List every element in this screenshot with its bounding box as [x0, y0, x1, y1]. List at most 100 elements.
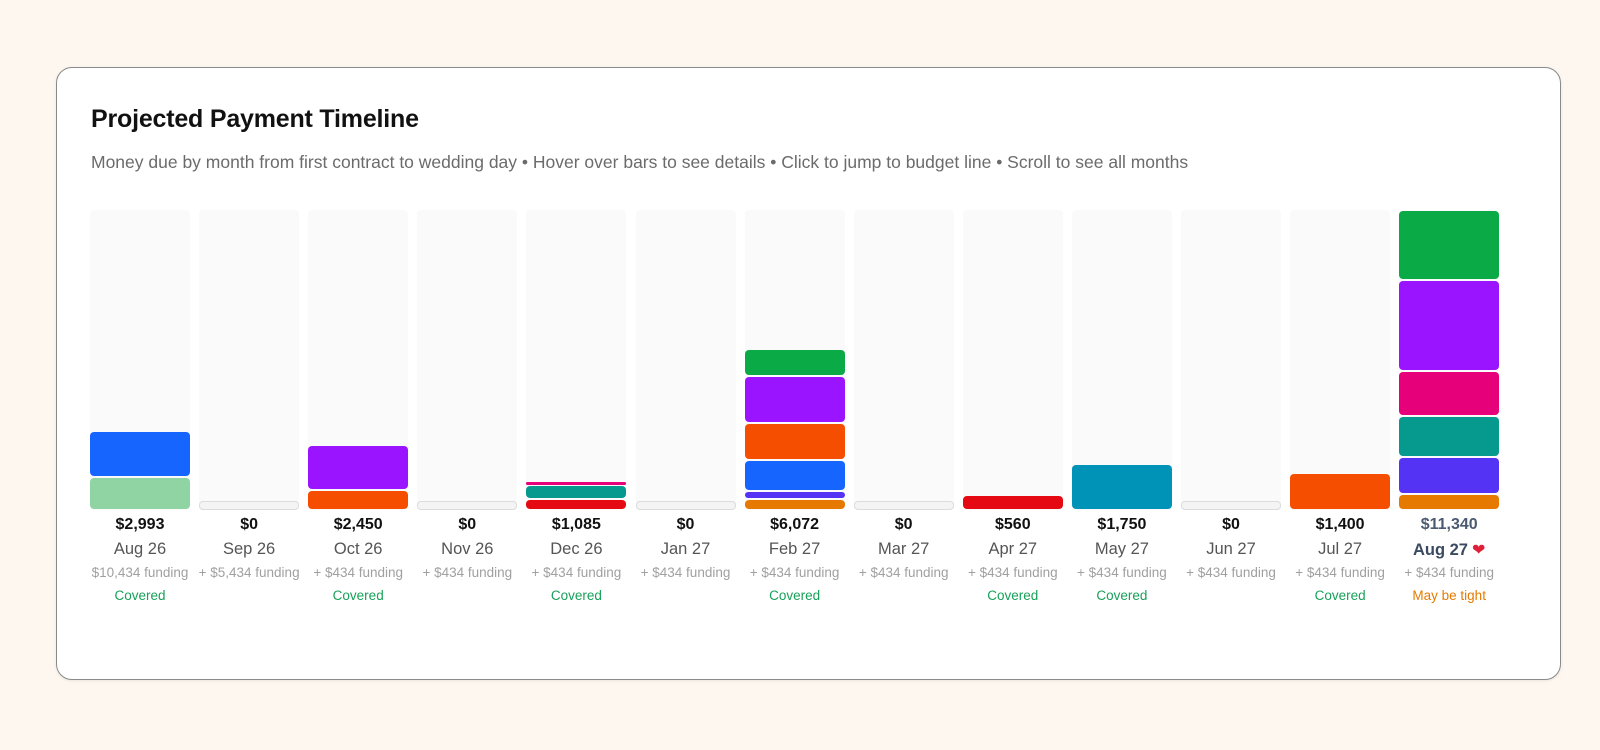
month-column-sep-26: $0 Sep 26 + $5,434 funding: [199, 210, 300, 610]
month-label: Aug 26: [80, 540, 200, 559]
funding-label: + $434 funding: [749, 565, 840, 580]
status-label: Covered: [1314, 588, 1366, 603]
status-label: Covered: [769, 588, 821, 603]
month-total: $0: [676, 516, 695, 533]
month-label: Aug 27 ❤: [1389, 540, 1509, 560]
bar-track: [635, 210, 736, 510]
month-label-text: Oct 26: [333, 540, 383, 558]
month-label: Jun 27: [1171, 540, 1291, 559]
card-subtitle: Money due by month from first contract t…: [91, 152, 1189, 172]
timeline-chart: $2,993 Aug 26 $10,434 funding Covered $0 Sep …: [57, 68, 1562, 681]
funding-label: + $434 funding: [967, 565, 1058, 580]
month-total: $1,750: [1097, 516, 1147, 533]
status-label: Covered: [987, 588, 1039, 603]
bar-segment[interactable]: [1399, 495, 1500, 509]
month-column-jan-27: $0 Jan 27 + $434 funding: [635, 210, 736, 610]
month-total: $2,450: [333, 516, 383, 533]
month-total: $0: [1222, 516, 1240, 533]
bar-segment[interactable]: [744, 500, 845, 509]
funding-label: + $434 funding: [1404, 565, 1495, 580]
empty-bar[interactable]: [1181, 501, 1281, 510]
empty-bar[interactable]: [199, 501, 300, 510]
bar-track: [853, 210, 954, 510]
month-label-text: May 27: [1094, 540, 1149, 558]
month-label: Jan 27: [626, 540, 746, 559]
funding-label: + $434 funding: [531, 565, 622, 580]
bar-segment[interactable]: [962, 496, 1063, 509]
bar-segment[interactable]: [1399, 372, 1500, 416]
month-label-text: Jan 27: [660, 540, 711, 558]
bar-segment[interactable]: [744, 423, 845, 459]
bar-segment[interactable]: [1399, 417, 1500, 457]
bar-segment[interactable]: [526, 482, 627, 486]
bar-segment[interactable]: [308, 491, 409, 509]
month-label-text: Aug 27: [1412, 541, 1468, 559]
bar-segment[interactable]: [1071, 464, 1172, 509]
funding-label: + $434 funding: [1186, 565, 1276, 580]
month-label-text: Apr 27: [988, 540, 1038, 558]
month-column-feb-27: $6,072 Feb 27 + $434 funding Covered: [744, 210, 845, 610]
month-column-dec-26: $1,085 Dec 26 + $434 funding Covered: [526, 210, 627, 610]
empty-bar[interactable]: [853, 501, 954, 510]
bar-segment[interactable]: [1290, 473, 1391, 509]
bar-track: [199, 210, 300, 510]
month-label-text: Dec 26: [550, 540, 603, 558]
month-total: $1,085: [551, 516, 601, 533]
month-label: Oct 26: [298, 540, 418, 559]
status-label: Covered: [332, 588, 384, 603]
status-label: Covered: [550, 588, 602, 603]
funding-label: + $434 funding: [422, 565, 513, 580]
funding-label: + $434 funding: [858, 565, 949, 580]
status-label: Covered: [114, 588, 166, 603]
month-label-text: Nov 26: [441, 540, 494, 558]
empty-bar[interactable]: [635, 501, 736, 510]
funding-label: + $434 funding: [1295, 565, 1385, 580]
funding-label: + $5,434 funding: [198, 565, 300, 580]
month-label: May 27: [1062, 540, 1182, 559]
bar-segment[interactable]: [1399, 281, 1500, 371]
month-total: $560: [995, 516, 1031, 533]
month-total: $11,340: [1420, 516, 1478, 533]
month-label: Jul 27: [1280, 540, 1400, 559]
bar-segment[interactable]: [526, 485, 627, 499]
month-label-text: Jun 27: [1206, 540, 1256, 558]
month-total: $0: [458, 516, 477, 533]
card-title: Projected Payment Timeline: [91, 105, 419, 133]
bar-segment[interactable]: [526, 500, 627, 509]
bar-segment[interactable]: [744, 492, 845, 499]
month-label-text: Jul 27: [1318, 540, 1363, 558]
month-label-text: Mar 27: [878, 540, 930, 558]
bar-track: [417, 210, 518, 510]
bar-segment[interactable]: [1399, 211, 1500, 280]
bar-segment[interactable]: [744, 350, 845, 376]
bar-track: [1181, 210, 1281, 510]
status-label: Covered: [1096, 588, 1148, 603]
bar-segment[interactable]: [90, 431, 190, 477]
month-total: $1,400: [1315, 516, 1365, 533]
month-label: Dec 26: [516, 540, 636, 559]
month-total: $2,993: [115, 516, 165, 533]
month-label-text: Feb 27: [768, 540, 821, 558]
empty-bar[interactable]: [417, 501, 518, 510]
month-total: $0: [240, 516, 258, 533]
month-column-aug-26: $2,993 Aug 26 $10,434 funding Covered: [90, 210, 190, 610]
bar-segment[interactable]: [744, 377, 845, 422]
bar-track: [1071, 210, 1172, 510]
bar-segment[interactable]: [90, 478, 190, 509]
month-column-jun-27: $0 Jun 27 + $434 funding: [1181, 210, 1281, 610]
month-column-mar-27: $0 Mar 27 + $434 funding: [853, 210, 954, 610]
heart-icon: ❤: [1471, 542, 1486, 559]
bar-segment[interactable]: [744, 460, 845, 491]
funding-label: + $434 funding: [313, 565, 404, 580]
month-label-text: Aug 26: [113, 540, 167, 558]
funding-label: + $434 funding: [640, 565, 731, 580]
funding-label: + $434 funding: [1077, 565, 1167, 580]
month-label: Feb 27: [735, 540, 855, 559]
month-column-nov-26: $0 Nov 26 + $434 funding: [417, 210, 518, 610]
bar-track: [1290, 210, 1391, 510]
bar-segment[interactable]: [1399, 458, 1500, 494]
bar-track: [526, 210, 627, 510]
month-total: $0: [894, 516, 913, 533]
payment-timeline-card: Projected Payment Timeline Money due by …: [56, 67, 1561, 680]
bar-segment[interactable]: [308, 446, 409, 490]
